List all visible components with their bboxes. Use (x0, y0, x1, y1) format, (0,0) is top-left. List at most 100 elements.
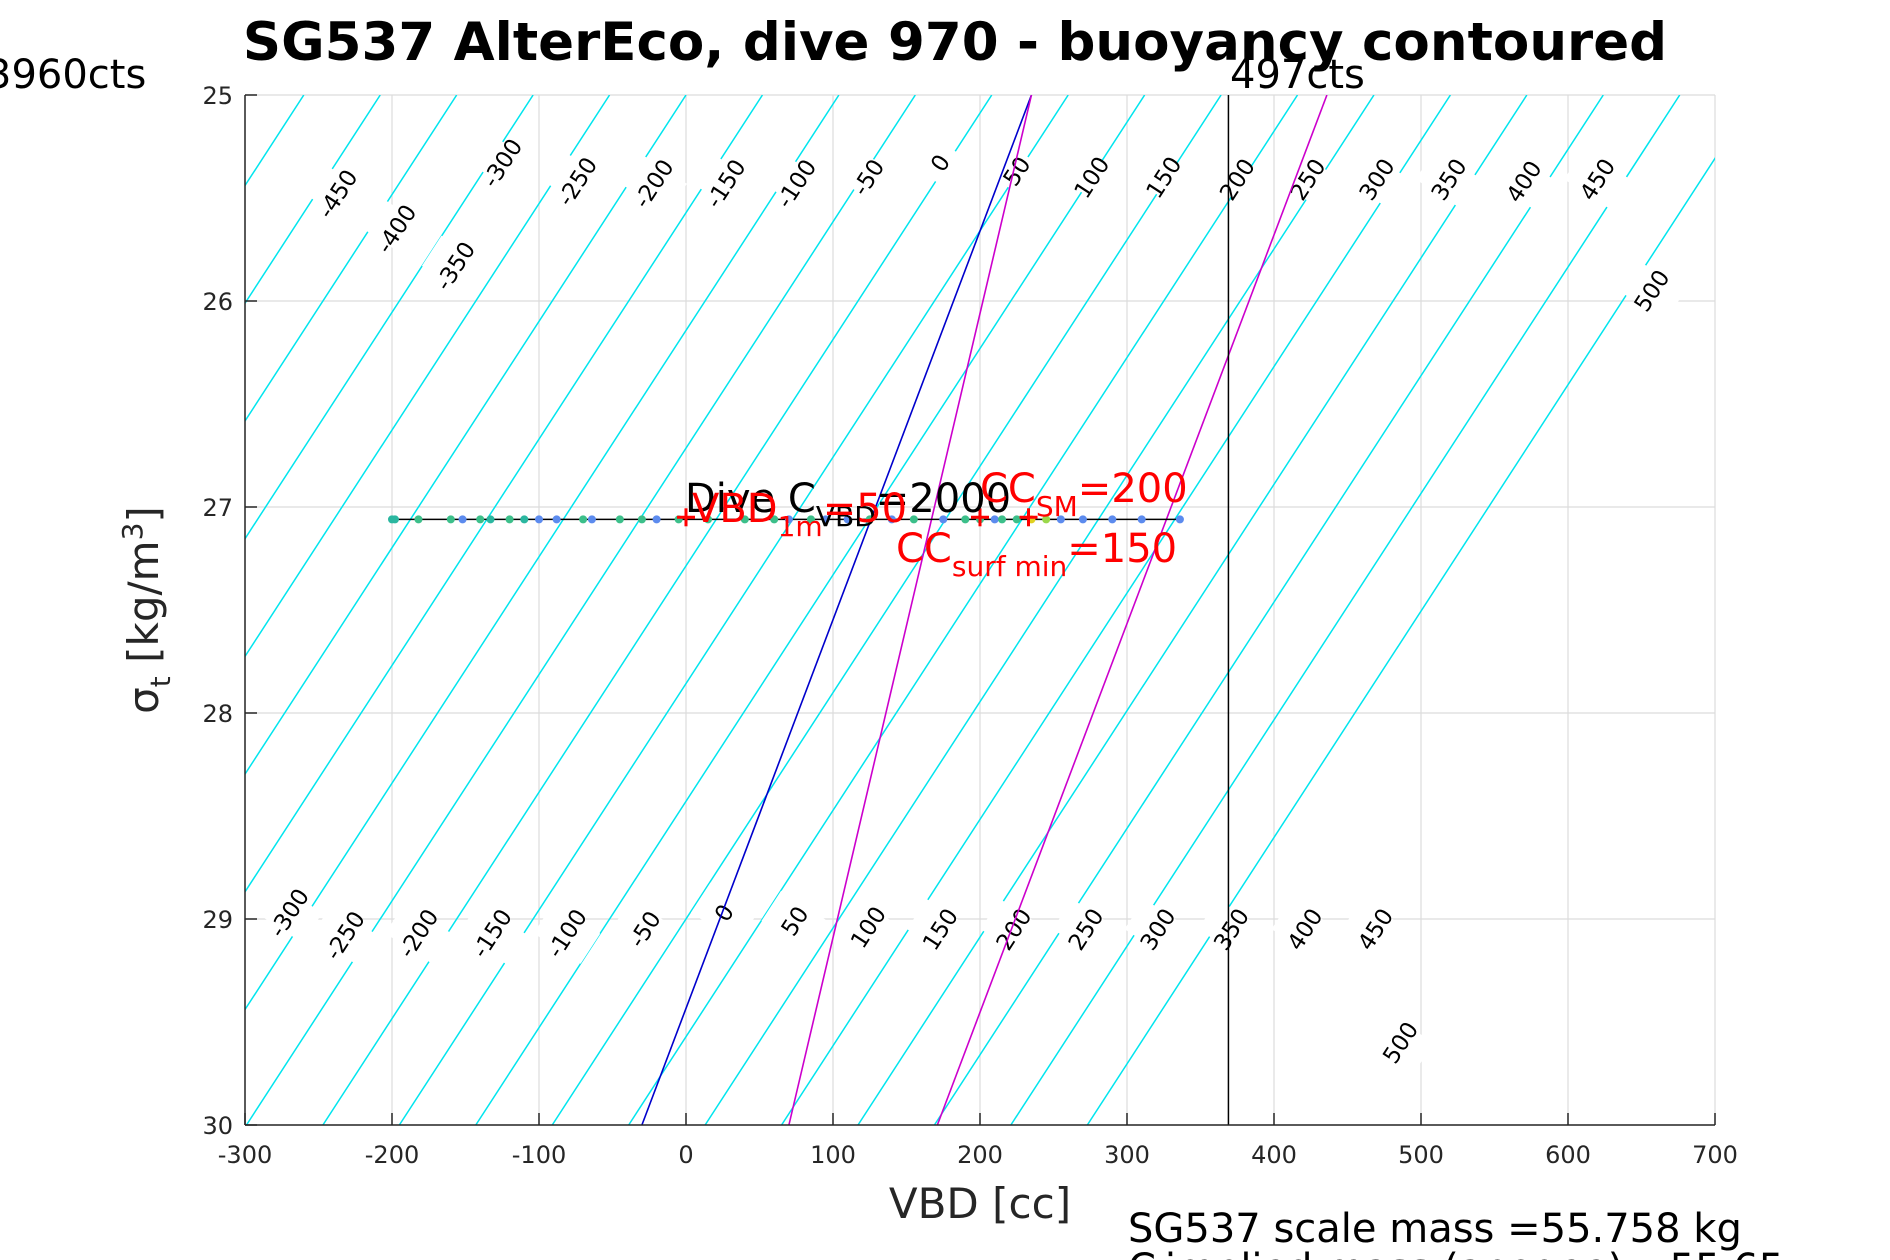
profile-point (390, 515, 399, 524)
contour-label-bg (620, 153, 687, 214)
x-tick-label: 500 (1398, 1141, 1444, 1169)
contour-line (857, 95, 1528, 1125)
annotation-cc-sm: CCSM=200 (980, 466, 1188, 523)
profile-point (865, 515, 874, 524)
x-axis-label: VBD [cc] (889, 1179, 1071, 1228)
contour-line (780, 95, 1452, 1125)
contour-label-bg (385, 903, 452, 964)
contour-label-bg (980, 898, 1048, 960)
profile-point (458, 515, 467, 524)
contour-label-bg (1342, 898, 1409, 960)
profile-point (843, 515, 852, 524)
contour-line (245, 95, 381, 305)
contour-label-bg (255, 882, 323, 944)
contour-label-bg (907, 898, 974, 960)
y-tick-label: 29 (202, 906, 233, 934)
contour-line (1010, 95, 1681, 1125)
reference-lines (641, 95, 1328, 1125)
profile-point (704, 515, 713, 524)
footer-scale-mass: SG537 scale mass =55.758 kg (1128, 1206, 1742, 1252)
contour-label-bg (533, 903, 601, 964)
contour-line (245, 95, 611, 658)
x-tick-label: -300 (218, 1141, 272, 1169)
profile-point (821, 515, 830, 524)
contour-label-bg (421, 235, 489, 297)
profile-point (1056, 515, 1065, 524)
profile-point (990, 515, 999, 524)
axes: -300 -200 -100 0 100 200 300 400 500 600 700 25 26 27… (202, 82, 1737, 1169)
contour-label-bg (1052, 898, 1120, 960)
profile-point (770, 515, 779, 524)
profile-point (552, 515, 561, 524)
contour-line (551, 95, 1222, 1125)
profile-point (1175, 515, 1184, 524)
contour-label-bg (1203, 149, 1271, 210)
contour-line (245, 95, 764, 894)
profile-point (414, 515, 423, 524)
x-tick-label: -200 (365, 1141, 419, 1169)
contour-line (0, 95, 74, 1125)
annotation-dive-c: Dive CVBD=2000 (685, 476, 1011, 533)
profile-point (446, 515, 455, 524)
contour-label-bg (1343, 149, 1411, 210)
contour-label-bg (1274, 149, 1342, 210)
x-tick-label: 100 (810, 1141, 856, 1169)
profile-point (652, 515, 661, 524)
profile-point (1108, 515, 1117, 524)
line-cc_surf_min (788, 95, 1033, 1125)
profile-point (1137, 515, 1146, 524)
contour-label-bg (983, 140, 1051, 202)
x-tick-label: 600 (1545, 1141, 1591, 1169)
y-axis-label: σt [kg/m3] (116, 506, 177, 714)
contour-line (933, 95, 1604, 1125)
x-tick-label: 400 (1251, 1141, 1297, 1169)
profile-point (505, 515, 514, 524)
contour-label-bg (1415, 149, 1483, 210)
contour-label-bg (834, 147, 902, 208)
contour-label-bg (458, 903, 526, 964)
profile-point (1078, 515, 1087, 524)
contour-label-bg (611, 898, 679, 960)
contour-label-bg (692, 153, 759, 214)
annotation-vbd-1m: VBD1m=50 (692, 486, 907, 543)
profile-point (615, 515, 624, 524)
svg-text:Dive CVBD=2000: Dive CVBD=2000 (685, 476, 1011, 533)
contour-label-bg (762, 153, 830, 214)
profile-point (784, 515, 793, 524)
profile-point (939, 515, 948, 524)
profile-point (998, 515, 1007, 524)
contour-label-bg (363, 198, 430, 260)
contour-line (245, 95, 687, 776)
contour-label-bg (1130, 147, 1198, 208)
x-tick-label: -100 (512, 1141, 566, 1169)
x-tick-label: 0 (678, 1141, 693, 1169)
profile-point (806, 515, 815, 524)
contour-line (628, 95, 1299, 1125)
footer-implied-mass: C implied mass (apogee) =55.65 (1128, 1246, 1784, 1260)
contour-label-bg (761, 890, 829, 952)
profile-point (476, 515, 485, 524)
y-tick-label: 25 (202, 82, 233, 110)
contour-label-bg (311, 905, 379, 966)
contour-label-bg (1367, 1012, 1434, 1073)
x-tick-label: 200 (957, 1141, 1003, 1169)
contour-line (245, 95, 458, 423)
y-tick-label: 28 (202, 700, 233, 728)
corner-left-counts: 3960cts (0, 52, 146, 98)
contour-label-bg (1124, 898, 1192, 960)
profile-point (961, 515, 970, 524)
x-tick-label: 300 (1104, 1141, 1150, 1169)
contour-label-bg (304, 163, 371, 225)
profile-point (1042, 515, 1051, 524)
contour-label-bg (690, 882, 758, 944)
corner-right-counts: 497cts (1230, 52, 1365, 98)
contour-label-bg (1490, 151, 1558, 212)
svg-text:σt [kg/m3]: σt [kg/m3] (116, 506, 177, 714)
y-tick-label: 30 (202, 1112, 233, 1140)
profile-point (486, 515, 495, 524)
contour-label-bg (468, 132, 536, 194)
contour-label-bg (834, 896, 902, 958)
svg-text:CCSM=200: CCSM=200 (980, 466, 1188, 523)
dive-profile (388, 508, 1184, 527)
